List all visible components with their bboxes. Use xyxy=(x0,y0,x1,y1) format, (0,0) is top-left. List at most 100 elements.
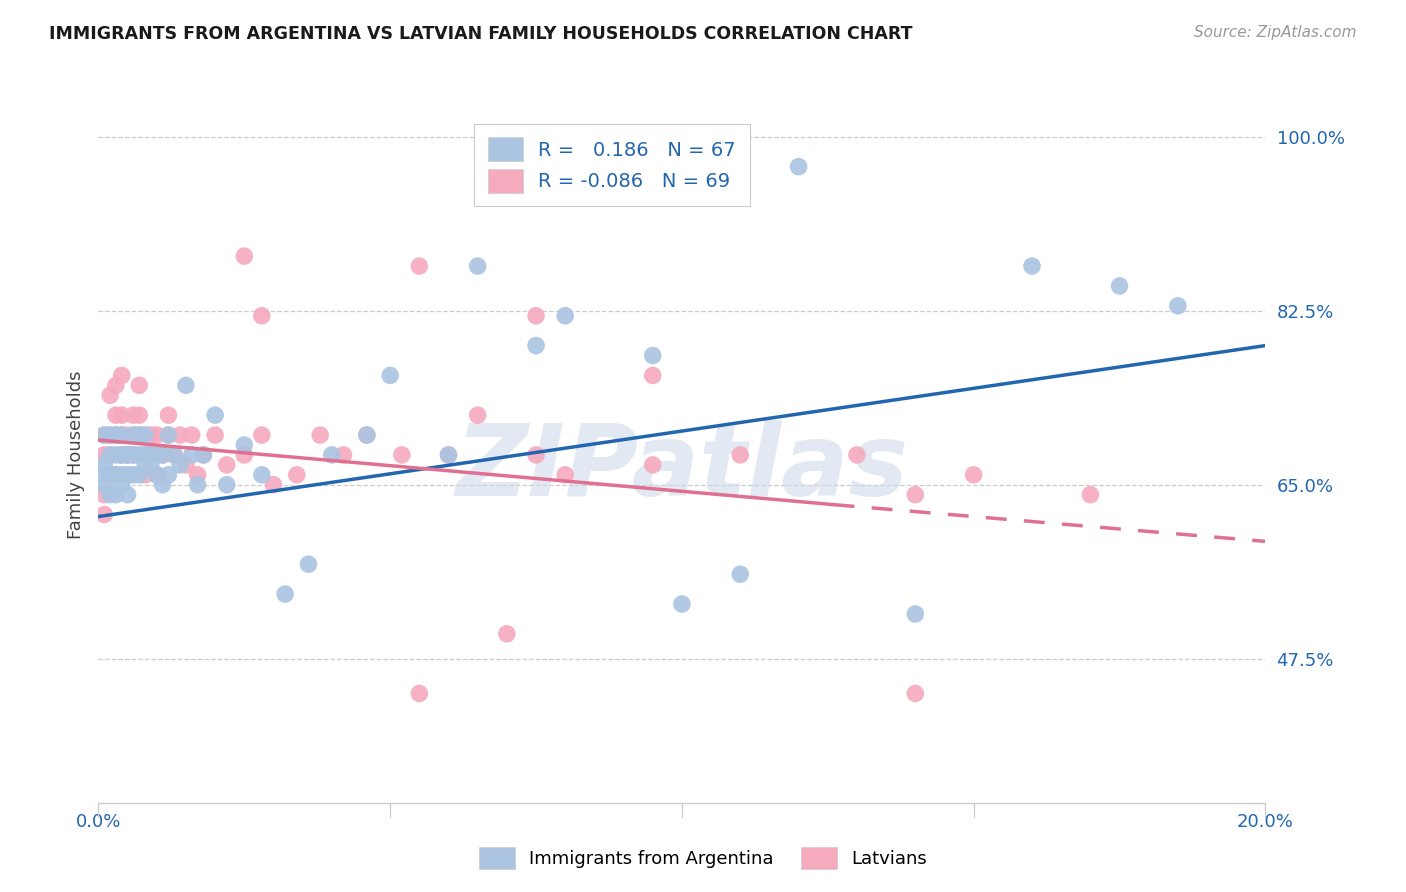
Point xyxy=(152,448,174,462)
Point xyxy=(111,467,134,482)
Point xyxy=(204,428,226,442)
Point xyxy=(641,349,664,363)
Point xyxy=(180,428,202,442)
Point xyxy=(204,408,226,422)
Point xyxy=(671,597,693,611)
Point xyxy=(1021,259,1043,273)
Point xyxy=(104,467,127,482)
Point xyxy=(250,467,273,482)
Point xyxy=(152,477,174,491)
Point xyxy=(98,467,121,482)
Point xyxy=(111,477,134,491)
Point xyxy=(117,448,139,462)
Point xyxy=(128,428,150,442)
Point xyxy=(128,428,150,442)
Point xyxy=(233,438,256,452)
Legend: R =   0.186   N = 67, R = -0.086   N = 69: R = 0.186 N = 67, R = -0.086 N = 69 xyxy=(474,124,749,206)
Point xyxy=(104,467,127,482)
Point xyxy=(134,428,156,442)
Point xyxy=(233,249,256,263)
Point xyxy=(157,428,180,442)
Point xyxy=(104,488,127,502)
Point xyxy=(122,428,145,442)
Legend: Immigrants from Argentina, Latvians: Immigrants from Argentina, Latvians xyxy=(470,838,936,879)
Point xyxy=(250,428,273,442)
Point xyxy=(524,448,547,462)
Point xyxy=(437,448,460,462)
Point xyxy=(98,488,121,502)
Point xyxy=(904,686,927,700)
Point xyxy=(163,448,186,462)
Point xyxy=(730,448,752,462)
Point xyxy=(111,448,134,462)
Point xyxy=(408,259,430,273)
Point xyxy=(93,448,115,462)
Point xyxy=(146,467,169,482)
Point xyxy=(98,388,121,402)
Point xyxy=(467,408,489,422)
Point xyxy=(215,458,238,472)
Point xyxy=(496,627,519,641)
Point xyxy=(128,448,150,462)
Point xyxy=(187,467,209,482)
Point xyxy=(467,259,489,273)
Point xyxy=(250,309,273,323)
Point xyxy=(146,448,169,462)
Point xyxy=(309,428,332,442)
Point xyxy=(391,448,413,462)
Point xyxy=(111,428,134,442)
Point xyxy=(111,368,134,383)
Point xyxy=(93,458,115,472)
Point xyxy=(122,408,145,422)
Point xyxy=(146,428,169,442)
Point xyxy=(169,428,191,442)
Point xyxy=(641,368,664,383)
Point xyxy=(1167,299,1189,313)
Point xyxy=(117,467,139,482)
Text: Source: ZipAtlas.com: Source: ZipAtlas.com xyxy=(1194,25,1357,40)
Point xyxy=(139,448,162,462)
Point xyxy=(122,448,145,462)
Point xyxy=(730,567,752,582)
Point xyxy=(157,428,180,442)
Point xyxy=(554,309,576,323)
Point xyxy=(93,508,115,522)
Point xyxy=(356,428,378,442)
Point xyxy=(962,467,984,482)
Point xyxy=(98,448,121,462)
Text: IMMIGRANTS FROM ARGENTINA VS LATVIAN FAMILY HOUSEHOLDS CORRELATION CHART: IMMIGRANTS FROM ARGENTINA VS LATVIAN FAM… xyxy=(49,25,912,43)
Point xyxy=(356,428,378,442)
Point xyxy=(134,458,156,472)
Point xyxy=(274,587,297,601)
Point xyxy=(554,467,576,482)
Point xyxy=(98,467,121,482)
Point xyxy=(93,428,115,442)
Point xyxy=(128,408,150,422)
Point xyxy=(380,368,402,383)
Point xyxy=(111,448,134,462)
Point xyxy=(187,477,209,491)
Point xyxy=(904,607,927,621)
Point xyxy=(215,477,238,491)
Point xyxy=(174,458,197,472)
Point xyxy=(285,467,308,482)
Point xyxy=(128,467,150,482)
Point xyxy=(117,467,139,482)
Point xyxy=(104,378,127,392)
Point xyxy=(641,458,664,472)
Point xyxy=(93,428,115,442)
Point xyxy=(163,448,186,462)
Point xyxy=(174,378,197,392)
Point xyxy=(297,558,319,572)
Point xyxy=(134,448,156,462)
Point xyxy=(117,448,139,462)
Point xyxy=(134,467,156,482)
Point xyxy=(787,160,810,174)
Point xyxy=(98,428,121,442)
Point xyxy=(262,477,284,491)
Point xyxy=(111,448,134,462)
Point xyxy=(111,428,134,442)
Point xyxy=(146,467,169,482)
Point xyxy=(904,488,927,502)
Point xyxy=(134,428,156,442)
